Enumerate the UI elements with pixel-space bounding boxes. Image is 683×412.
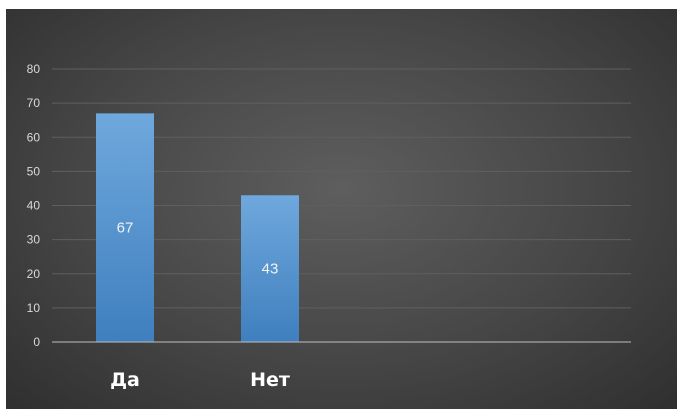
y-tick-label: 50 — [27, 164, 41, 178]
x-category-label: Да — [110, 369, 140, 391]
y-tick-label: 60 — [27, 130, 41, 144]
y-tick-label: 80 — [27, 62, 41, 76]
y-tick-label: 40 — [27, 199, 41, 213]
y-tick-label: 30 — [27, 233, 41, 247]
y-axis-ticks: 0 10 20 30 40 50 60 70 80 — [27, 62, 41, 349]
x-category-label: Нет — [250, 369, 290, 391]
bar-0 — [96, 113, 154, 342]
y-tick-label: 10 — [27, 301, 41, 315]
y-tick-label: 70 — [27, 96, 41, 110]
data-label: 67 — [117, 220, 134, 237]
x-axis-category-labels: Да Нет — [110, 369, 290, 391]
bar-1 — [241, 195, 299, 342]
y-tick-label: 0 — [33, 335, 40, 349]
bars: 67 43 — [96, 113, 299, 342]
data-label: 43 — [262, 261, 279, 278]
y-tick-label: 20 — [27, 267, 41, 281]
